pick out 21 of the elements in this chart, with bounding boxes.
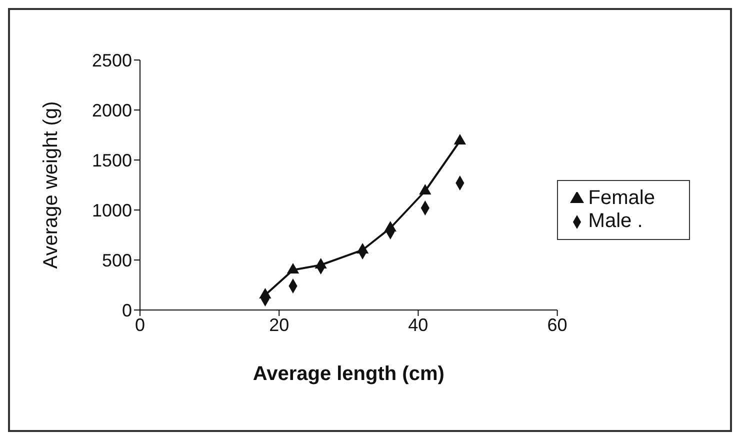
point xyxy=(384,220,396,232)
point xyxy=(314,258,327,269)
y-tick-label: 1500 xyxy=(92,150,132,170)
x-tick-label: 0 xyxy=(134,314,146,335)
point xyxy=(356,242,369,254)
x-tick-label: 60 xyxy=(547,314,568,335)
point xyxy=(286,262,300,274)
y-tick-label: 1000 xyxy=(92,200,132,220)
legend-label: Female xyxy=(588,187,655,209)
y-tick-label: 2000 xyxy=(92,100,132,120)
x-tick-label: 40 xyxy=(408,314,428,335)
y-tick-label: 500 xyxy=(102,250,132,270)
y-tick-label: 2500 xyxy=(92,50,132,70)
point xyxy=(259,288,272,299)
y-axis-title: Average weight (g) xyxy=(40,101,62,269)
point xyxy=(419,184,432,195)
x-tick-label: 20 xyxy=(269,314,290,335)
y-tick-label: 0 xyxy=(122,300,132,320)
legend-label: Male . xyxy=(588,210,643,232)
point xyxy=(454,134,466,145)
x-axis-title: Average length (cm) xyxy=(252,363,444,385)
